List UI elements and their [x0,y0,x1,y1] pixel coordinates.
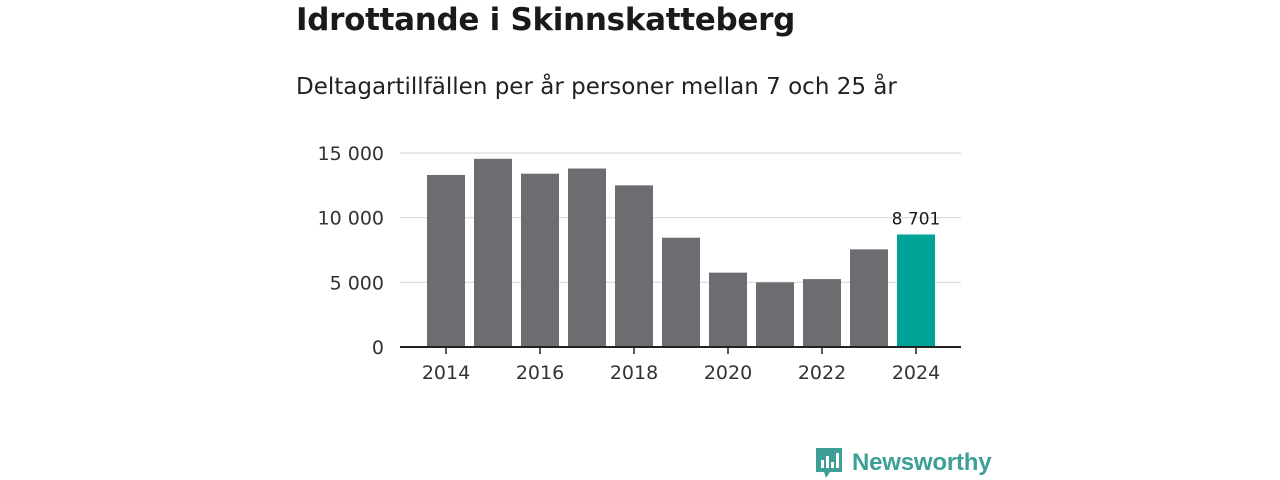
bar-2023 [850,249,888,347]
x-tick-label: 2014 [422,362,470,384]
bar-2016 [521,173,559,347]
chart-title: Idrottande i Skinnskatteberg [296,2,796,38]
bar-2015 [474,158,512,347]
bar-2018 [615,185,653,347]
y-tick-label: 0 [372,337,384,359]
bar-2024 [897,234,935,347]
y-tick-label: 10 000 [318,208,384,230]
newsworthy-logo-icon [816,448,842,478]
bar-2019 [662,237,700,347]
newsworthy-brand: Newsworthy [814,446,992,480]
brand-name: Newsworthy [852,449,992,476]
y-tick-label: 5 000 [330,272,384,294]
bar-2021 [756,282,794,347]
x-tick-label: 2024 [892,362,940,384]
bar-2017 [568,168,606,347]
bar-2014 [427,174,465,347]
y-tick-label: 15 000 [318,143,384,165]
chart-subtitle: Deltagartillfällen per år personer mella… [296,74,897,100]
bar-2022 [803,279,841,347]
x-tick-label: 2016 [516,362,564,384]
highlight-data-label: 8 701 [892,209,941,229]
x-tick-label: 2020 [704,362,752,384]
x-tick-label: 2018 [610,362,658,384]
bar-2020 [709,272,747,347]
x-tick-label: 2022 [798,362,846,384]
